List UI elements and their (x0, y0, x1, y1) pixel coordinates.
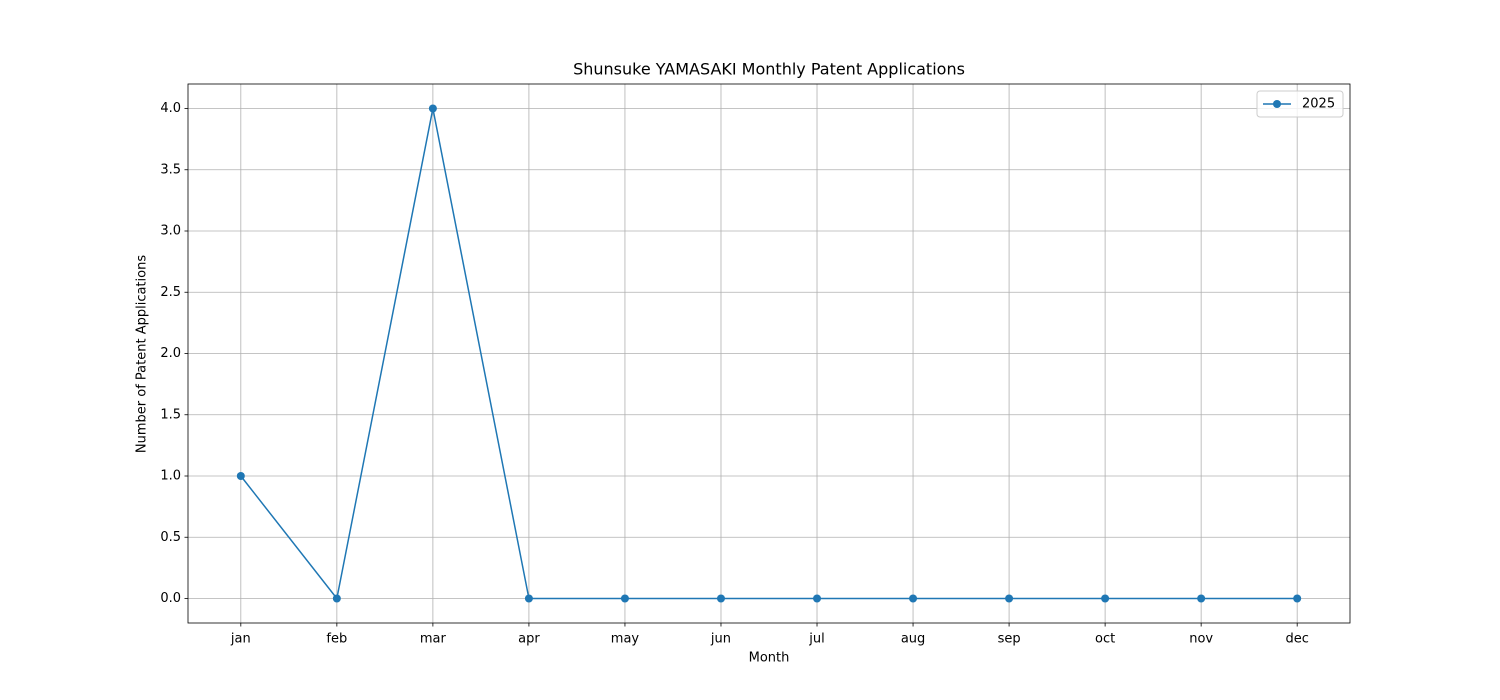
chart: Shunsuke YAMASAKI Monthly Patent Applica… (0, 0, 1500, 700)
y-tick-label: 2.0 (160, 346, 181, 361)
x-tick-label: oct (1095, 632, 1115, 647)
data-point (717, 595, 725, 603)
x-tick-label: nov (1189, 632, 1213, 647)
data-point (1101, 595, 1109, 603)
x-tick-label: jan (230, 632, 251, 647)
y-tick-label: 0.0 (160, 591, 181, 606)
data-point (909, 595, 917, 603)
x-tick-label: aug (901, 632, 925, 647)
legend-label: 2025 (1302, 97, 1335, 112)
x-tick-label: may (611, 632, 640, 647)
legend-marker (1273, 100, 1281, 108)
data-point (333, 595, 341, 603)
x-tick-label: feb (326, 632, 347, 647)
x-tick-label: mar (420, 632, 447, 647)
y-axis-label: Number of Patent Applications (135, 255, 150, 453)
x-tick-label: sep (998, 632, 1021, 647)
data-point (1197, 595, 1205, 603)
y-tick-label: 3.0 (160, 224, 181, 239)
y-tick-label: 1.0 (160, 469, 181, 484)
data-point (237, 472, 245, 480)
x-tick-label: apr (518, 632, 540, 647)
data-point (621, 595, 629, 603)
x-tick-label: jun (710, 632, 731, 647)
data-point (1293, 595, 1301, 603)
data-point (1005, 595, 1013, 603)
x-tick-label: dec (1285, 632, 1308, 647)
data-point (525, 595, 533, 603)
y-tick-label: 2.5 (160, 285, 181, 300)
chart-title: Shunsuke YAMASAKI Monthly Patent Applica… (573, 60, 965, 79)
x-axis-label: Month (749, 651, 790, 666)
y-tick-label: 0.5 (160, 530, 181, 545)
y-tick-label: 4.0 (160, 101, 181, 116)
data-point (813, 595, 821, 603)
x-tick-label: jul (808, 632, 824, 647)
y-tick-label: 1.5 (160, 407, 181, 422)
y-tick-label: 3.5 (160, 162, 181, 177)
data-point (429, 105, 437, 113)
